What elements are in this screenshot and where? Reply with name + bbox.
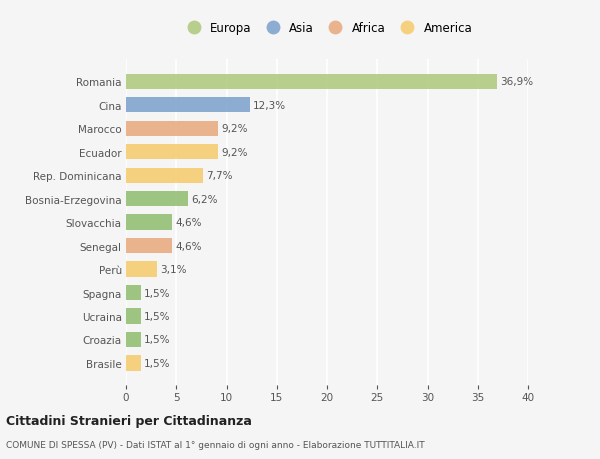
Text: COMUNE DI SPESSA (PV) - Dati ISTAT al 1° gennaio di ogni anno - Elaborazione TUT: COMUNE DI SPESSA (PV) - Dati ISTAT al 1°…	[6, 441, 425, 449]
Bar	[126, 215, 172, 230]
Bar	[126, 145, 218, 160]
Text: 7,7%: 7,7%	[206, 171, 233, 181]
Text: 6,2%: 6,2%	[191, 194, 218, 204]
Text: 1,5%: 1,5%	[144, 311, 170, 321]
Bar	[126, 98, 250, 113]
Bar	[126, 285, 141, 301]
Bar	[126, 309, 141, 324]
Text: 1,5%: 1,5%	[144, 358, 170, 368]
Bar	[126, 238, 172, 254]
Bar	[126, 332, 141, 347]
Text: 4,6%: 4,6%	[175, 218, 202, 228]
Text: 1,5%: 1,5%	[144, 335, 170, 345]
Bar	[126, 356, 141, 371]
Text: 9,2%: 9,2%	[221, 124, 248, 134]
Text: 9,2%: 9,2%	[221, 147, 248, 157]
Text: Cittadini Stranieri per Cittadinanza: Cittadini Stranieri per Cittadinanza	[6, 414, 252, 428]
Bar	[126, 262, 157, 277]
Bar	[126, 74, 497, 90]
Bar	[126, 168, 203, 184]
Legend: Europa, Asia, Africa, America: Europa, Asia, Africa, America	[179, 20, 475, 38]
Bar	[126, 191, 188, 207]
Text: 36,9%: 36,9%	[500, 77, 533, 87]
Bar	[126, 121, 218, 136]
Text: 12,3%: 12,3%	[253, 101, 286, 111]
Text: 4,6%: 4,6%	[175, 241, 202, 251]
Text: 1,5%: 1,5%	[144, 288, 170, 298]
Text: 3,1%: 3,1%	[160, 264, 187, 274]
